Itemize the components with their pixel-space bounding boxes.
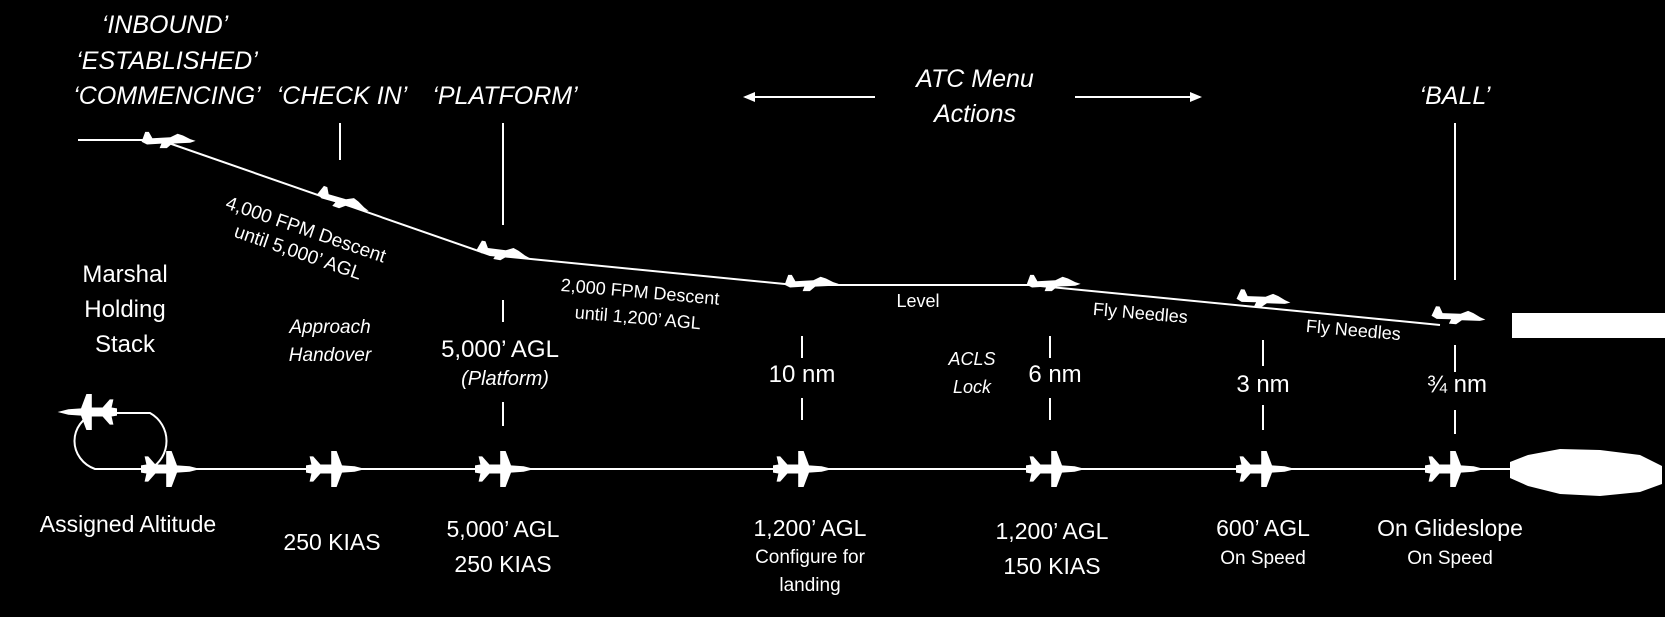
fighter-jet-icon	[141, 131, 196, 149]
point6-line1: 600’ AGL	[1216, 515, 1310, 541]
fighter-jet-icon	[475, 239, 532, 266]
point4-line2: Configure for	[755, 547, 865, 568]
fighter-jet-icon	[306, 451, 366, 487]
distance-3-4nm: ¾ nm	[1426, 371, 1488, 398]
atc-menu-line1: ATC Menu	[916, 65, 1034, 93]
fighter-jet-icon	[141, 451, 201, 487]
fighter-jet-icon	[1236, 451, 1296, 487]
atc-menu-label: ATC Menu Actions	[916, 62, 1034, 132]
platform-note: (Platform)	[461, 368, 549, 390]
distance-6nm: 6 nm	[1028, 361, 1082, 388]
fighter-jet-icon	[1026, 451, 1086, 487]
point7-line2: On Speed	[1407, 548, 1493, 569]
carrier-deck-block	[1512, 313, 1665, 338]
point6-line2: On Speed	[1220, 548, 1306, 569]
point7-line1: On Glideslope	[1377, 515, 1523, 541]
approach-handover-line2: Handover	[288, 345, 372, 366]
approach-handover-label: Approach Handover	[289, 314, 371, 370]
fighter-jet-icon	[773, 451, 833, 487]
point5-label: 1,200’ AGL 150 KIAS	[996, 514, 1109, 584]
point4-label: 1,200’ AGL Configure for landing	[754, 512, 867, 600]
distance-10nm: 10 nm	[768, 361, 836, 388]
marshal-stack-label: Marshal Holding Stack	[82, 257, 167, 362]
fighter-jet-icon	[315, 184, 372, 218]
call-inbound: ‘INBOUND’	[101, 11, 229, 39]
acls-line1: ACLS	[948, 349, 996, 369]
tick-marks	[339, 123, 1456, 434]
distance-3nm: 3 nm	[1236, 371, 1290, 398]
call-check-in: ‘CHECK IN’	[276, 82, 408, 110]
aircraft-carrier-icon	[1510, 449, 1662, 496]
fighter-jet-icon	[475, 451, 535, 487]
acls-lock-label: ACLS Lock	[948, 345, 995, 401]
assigned-altitude-label: Assigned Altitude	[39, 511, 217, 537]
platform-altitude: 5,000’ AGL	[441, 336, 559, 363]
kias-250-label: 250 KIAS	[283, 529, 381, 555]
atc-menu-line2: Actions	[934, 100, 1016, 128]
marshal-line2: Holding	[84, 296, 166, 323]
fighter-jet-icon	[57, 394, 117, 430]
marshal-line1: Marshal	[82, 261, 168, 288]
fighter-jet-icon	[1430, 305, 1487, 327]
call-established: ‘ESTABLISHED’	[76, 47, 258, 75]
point3-line1: 5,000’ AGL	[446, 516, 560, 542]
call-ball: ‘BALL’	[1419, 82, 1491, 110]
point4-line3: landing	[779, 575, 841, 596]
approach-handover-line1: Approach	[289, 317, 371, 338]
call-platform: ‘PLATFORM’	[432, 82, 578, 110]
ground-track	[73, 412, 1520, 470]
marshal-line3: Stack	[94, 331, 156, 358]
point5-line2: 150 KIAS	[1003, 553, 1101, 579]
acls-line2: Lock	[952, 377, 992, 397]
point4-line1: 1,200’ AGL	[753, 515, 867, 541]
level-label: Level	[896, 291, 940, 311]
point7-label: On Glideslope On Speed	[1377, 512, 1523, 574]
point3-label: 5,000’ AGL 250 KIAS	[447, 512, 560, 582]
point6-label: 600’ AGL On Speed	[1216, 512, 1310, 574]
point3-line2: 250 KIAS	[454, 551, 552, 577]
point5-line1: 1,200’ AGL	[995, 518, 1109, 544]
fighter-jet-icon	[1425, 451, 1485, 487]
fighter-jet-icon	[784, 274, 839, 292]
call-commencing: ‘COMMENCING’	[73, 82, 261, 110]
